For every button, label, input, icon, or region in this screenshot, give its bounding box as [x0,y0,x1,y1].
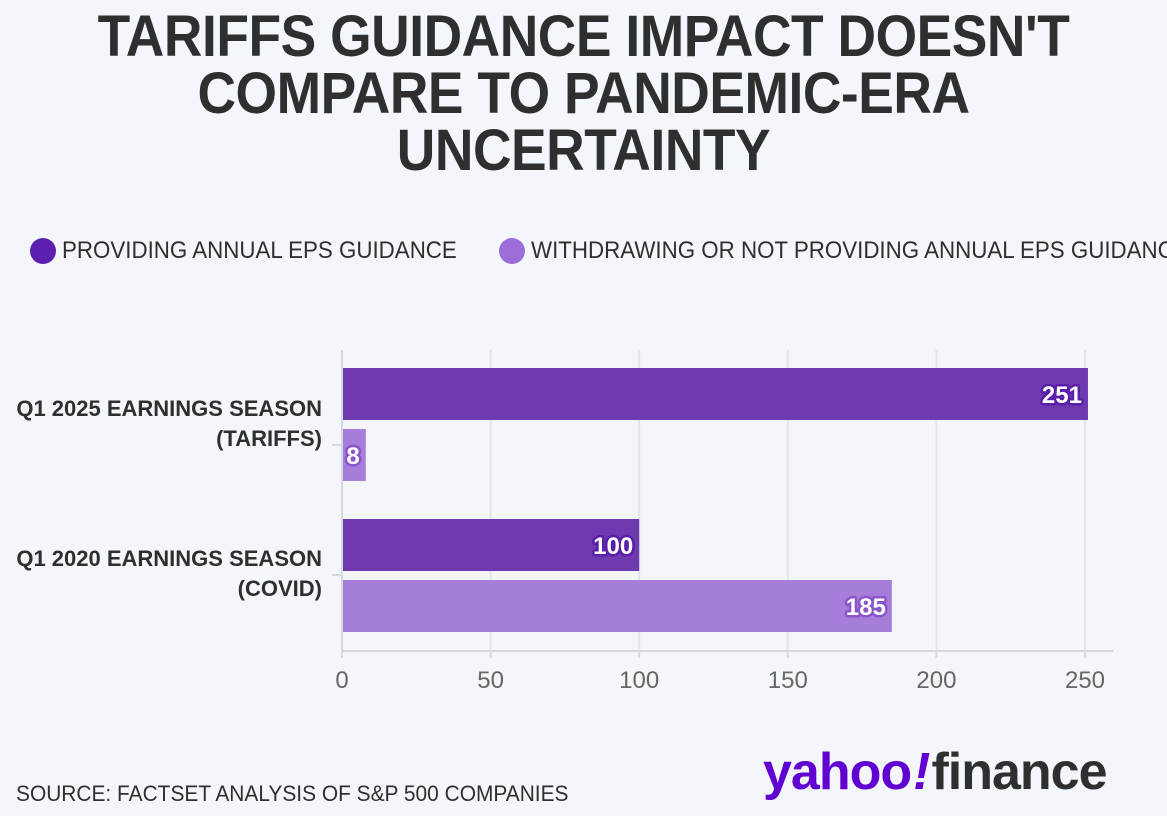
data-label-withdrawing-0: 8 [346,443,359,470]
bar-withdrawing-0 [342,429,366,481]
legend-swatch-withdrawing [498,238,525,264]
category-label-1-line-1: (COVID) [238,576,322,601]
category-label-1-line-0: Q1 2020 EARNINGS SEASON [16,546,322,571]
legend-item-providing: PROVIDING ANNUAL EPS GUIDANCE [30,237,487,265]
category-label-0-line-1: (TARIFFS) [216,426,322,451]
x-tick-label-200: 200 [916,667,956,694]
chart-legend: PROVIDING ANNUAL EPS GUIDANCE WITHDRAWIN… [30,234,1167,268]
bar-providing-0 [342,368,1088,420]
title-line-3: UNCERTAINTY [396,118,771,183]
x-tick-label-100: 100 [619,667,659,694]
legend-label-providing: PROVIDING ANNUAL EPS GUIDANCE [62,237,457,264]
logo-bang-text: ! [913,743,930,801]
title-line-2: COMPARE TO PANDEMIC-ERA [197,61,970,126]
chart-title: TARIFFS GUIDANCE IMPACT DOESN'T COMPARE … [47,4,1121,183]
x-tick-label-150: 150 [768,667,808,694]
data-label-providing-0: 251 [1042,382,1082,409]
bar-providing-1 [342,519,640,571]
x-tick-label-0: 0 [335,667,348,694]
bar-withdrawing-1 [342,580,892,632]
x-tick-label-250: 250 [1065,667,1105,694]
data-label-providing-1: 100 [593,533,633,560]
yahoo-finance-logo: yahoo! finance [763,742,1108,806]
legend-label-withdrawing: WITHDRAWING OR NOT PROVIDING ANNUAL EPS … [530,237,1167,264]
data-label-withdrawing-1: 185 [846,594,886,621]
category-label-0-line-0: Q1 2025 EARNINGS SEASON [16,396,322,421]
x-tick-label-50: 50 [477,667,504,694]
logo-finance-text: finance [931,743,1107,801]
legend-item-withdrawing: WITHDRAWING OR NOT PROVIDING ANNUAL EPS … [498,237,1167,265]
legend-swatch-providing [30,238,56,264]
logo-yahoo-text: yahoo [763,743,912,801]
source-note: SOURCE: FACTSET ANALYSIS OF S&P 500 COMP… [16,781,569,806]
title-line-1: TARIFFS GUIDANCE IMPACT DOESN'T [97,4,1070,69]
